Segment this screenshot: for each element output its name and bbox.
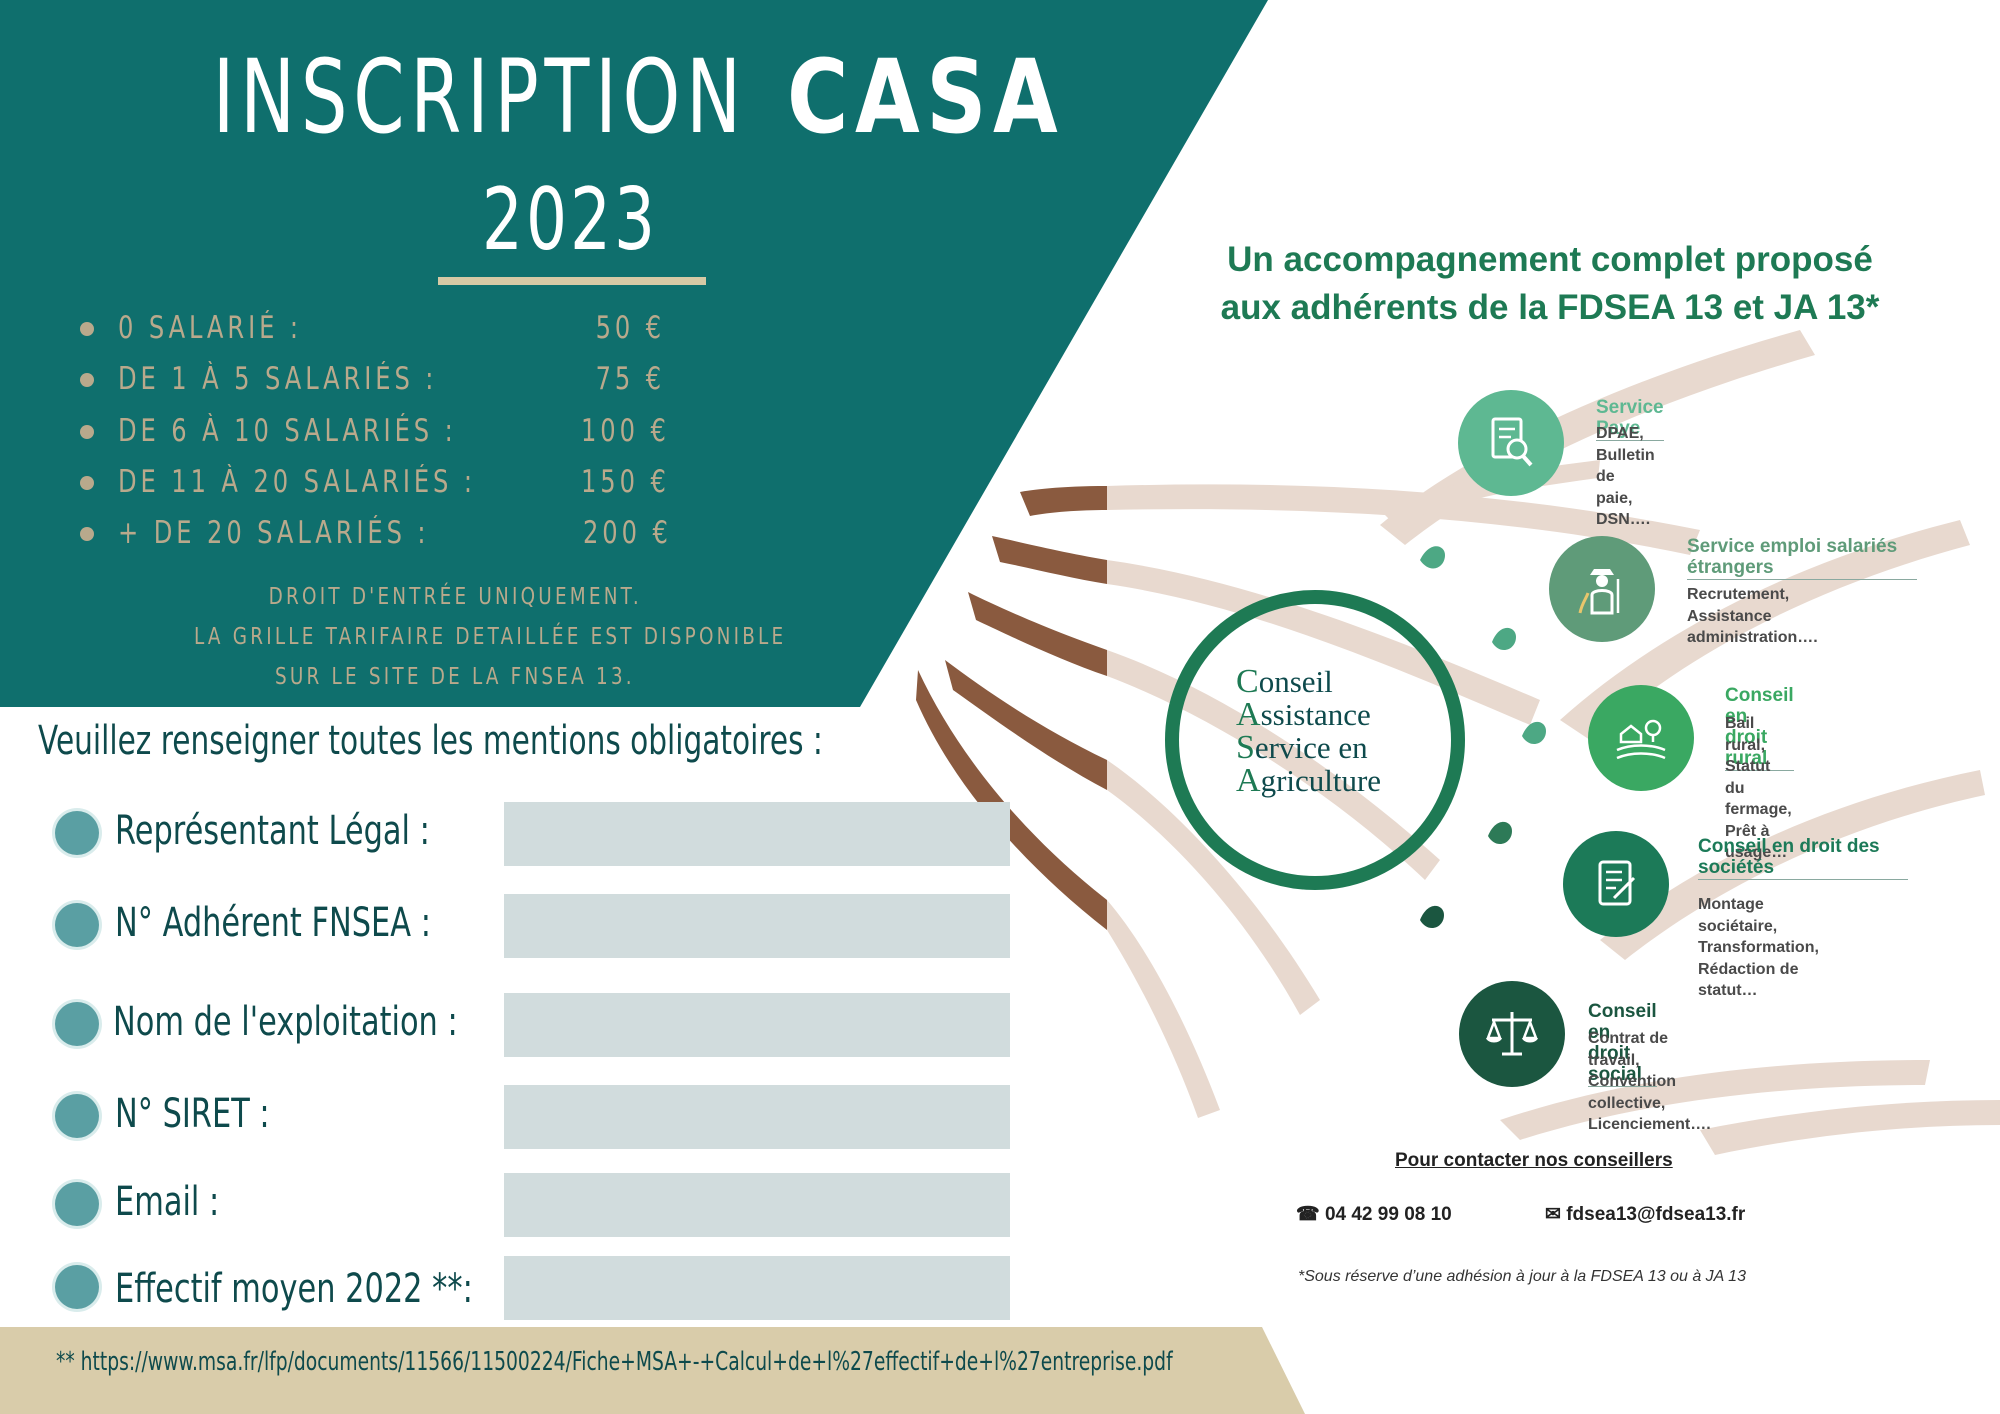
contact-email[interactable]: ✉ fdsea13@fdsea13.fr <box>1545 1204 1746 1225</box>
justice-scales-icon <box>1459 981 1565 1087</box>
service-title: Conseil en droit des sociétés <box>1698 836 1908 880</box>
service-title: Conseil en droit social <box>1588 1001 1657 1087</box>
form-field-representant: Représentant Légal : <box>55 802 1010 866</box>
document-search-icon <box>1458 390 1564 496</box>
price-row: DE 6 À 10 SALARIÉS : 100 € <box>80 413 666 459</box>
acronym-line: Assistance <box>1236 696 1371 733</box>
field-label: Effectif moyen 2022 **: <box>115 1266 473 1312</box>
headline-line: aux adhérents de la FDSEA 13 et JA 13* <box>1220 288 1880 327</box>
price-row: DE 11 À 20 SALARIÉS : 150 € <box>80 464 666 510</box>
price-row: DE 1 À 5 SALARIÉS : 75 € <box>80 361 661 407</box>
service-description: Contrat de travail, Convention collectiv… <box>1588 1030 1711 1133</box>
casa-circle <box>1165 590 1465 890</box>
service-title: Conseil en droit rural <box>1725 685 1794 771</box>
form-field-adherent: N° Adhérent FNSEA : <box>55 894 1010 958</box>
teal-header-panel <box>0 0 1268 707</box>
representant-input[interactable] <box>504 802 1010 866</box>
bullet-icon <box>80 527 94 541</box>
price-label: 0 SALARIÉ : <box>118 310 302 346</box>
casa-acronym: Conseil Assistance Service en Agricultur… <box>1236 663 1382 799</box>
service-description: Bail rural, Statut du fermage, Prêt à us… <box>1725 715 1792 861</box>
contact-phone[interactable]: ☎ 04 42 99 08 10 <box>1296 1204 1452 1225</box>
price-value: 100 € <box>581 413 670 449</box>
farmer-icon <box>1549 536 1655 642</box>
title-year: 2023 <box>481 170 659 270</box>
form-field-effectif: Effectif moyen 2022 **: <box>55 1256 1010 1320</box>
pricing-note-line: DROIT D'ENTRÉE UNIQUEMENT. <box>268 584 642 610</box>
pricing-note-line: SUR LE SITE DE LA FNSEA 13. <box>275 664 635 690</box>
leaves <box>1420 546 1546 929</box>
service-title: Service Paye <box>1596 397 1664 441</box>
title-light: INSCRIPTION <box>212 38 747 157</box>
bullet-icon <box>80 425 94 439</box>
form-instructions: Veuillez renseigner toutes les mentions … <box>38 718 823 764</box>
acronym-line: Conseil <box>1236 663 1333 700</box>
price-row: 0 SALARIÉ : 50 € <box>80 310 661 356</box>
form-field-exploitation: Nom de l'exploitation : <box>55 993 1010 1057</box>
brown-stripes <box>916 486 1107 930</box>
bullet-icon <box>55 1265 99 1309</box>
bullet-icon <box>55 1182 99 1226</box>
bullet-icon <box>55 811 99 855</box>
price-value: 150 € <box>581 464 670 500</box>
headline: Un accompagnement complet proposé aux ad… <box>1150 236 1950 332</box>
price-label: DE 1 À 5 SALARIÉS : <box>118 361 438 397</box>
price-label: + DE 20 SALARIÉS : <box>118 515 430 551</box>
title-underline <box>438 277 706 285</box>
service-title: Service emploi salariés étrangers <box>1687 536 1917 580</box>
page-title: INSCRIPTION CASA <box>0 38 1130 158</box>
service-description: Montage sociétaire, Transformation, Réda… <box>1698 896 1819 999</box>
email-input[interactable] <box>504 1173 1010 1237</box>
phone-icon: ☎ <box>1296 1204 1320 1225</box>
beige-stripes <box>1107 330 2000 1155</box>
disclaimer: *Sous réserve d’une adhésion à jour à la… <box>1298 1268 1746 1285</box>
acronym-line: Service en <box>1236 729 1368 766</box>
msa-link[interactable]: ** https://www.msa.fr/lfp/documents/1156… <box>56 1347 1173 1377</box>
price-value: 200 € <box>583 515 672 551</box>
bullet-icon <box>80 476 94 490</box>
farm-field-icon <box>1588 685 1694 791</box>
price-label: DE 11 À 20 SALARIÉS : <box>118 464 476 500</box>
bullet-icon <box>55 903 99 947</box>
field-label: Email : <box>115 1179 220 1225</box>
bullet-icon <box>80 373 94 387</box>
bullet-icon <box>55 1002 99 1046</box>
field-label: Représentant Légal : <box>115 808 430 854</box>
acronym-line: Agriculture <box>1236 762 1382 799</box>
effectif-input[interactable] <box>504 1256 1010 1320</box>
exploitation-name-input[interactable] <box>504 993 1010 1057</box>
contact-title: Pour contacter nos conseillers <box>1395 1150 1673 1171</box>
adherent-number-input[interactable] <box>504 894 1010 958</box>
field-label: Nom de l'exploitation : <box>113 999 458 1045</box>
form-field-email: Email : <box>55 1173 1010 1237</box>
envelope-icon: ✉ <box>1545 1204 1561 1225</box>
footer-band <box>0 1327 1305 1414</box>
headline-line: Un accompagnement complet proposé <box>1227 240 1873 279</box>
price-label: DE 6 À 10 SALARIÉS : <box>118 413 457 449</box>
form-field-siret: N° SIRET : <box>55 1085 1010 1149</box>
field-label: N° Adhérent FNSEA : <box>115 900 431 946</box>
siret-input[interactable] <box>504 1085 1010 1149</box>
price-value: 75 € <box>595 361 665 397</box>
pricing-note-line: LA GRILLE TARIFAIRE DETAILLÉE EST DISPON… <box>194 624 787 650</box>
scroll-contract-icon <box>1563 831 1669 937</box>
price-row: + DE 20 SALARIÉS : 200 € <box>80 515 668 561</box>
title-bold: CASA <box>787 38 1065 157</box>
price-value: 50 € <box>595 310 665 346</box>
bullet-icon <box>55 1094 99 1138</box>
bullet-icon <box>80 322 94 336</box>
service-description: Recrutement, Assistance administration…. <box>1687 586 1818 646</box>
field-label: N° SIRET : <box>115 1091 270 1137</box>
service-description: DPAE, Bulletin de paie, DSN…. <box>1596 425 1655 528</box>
